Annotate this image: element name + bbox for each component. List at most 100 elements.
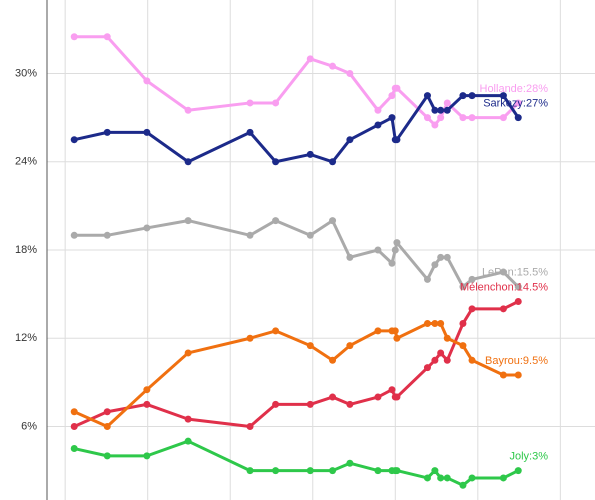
data-point: [437, 106, 445, 114]
data-point: [499, 114, 507, 122]
data-point: [184, 217, 192, 225]
data-point: [374, 393, 382, 401]
data-point: [459, 342, 467, 350]
series-line: [73, 94, 520, 164]
data-point: [514, 99, 522, 107]
y-tick-label: 24%: [15, 156, 37, 168]
data-point: [514, 283, 522, 291]
series-line: [74, 219, 520, 289]
data-point: [393, 84, 401, 92]
data-point: [103, 128, 111, 136]
data-point: [391, 246, 399, 254]
data-point: [514, 297, 522, 305]
y-tick-label: 18%: [15, 244, 37, 256]
data-point: [459, 92, 467, 100]
data-point: [246, 422, 254, 430]
data-point: [272, 467, 280, 475]
data-point: [431, 261, 439, 269]
data-point: [143, 128, 151, 136]
series-label: Joly:3%: [509, 450, 548, 462]
data-point: [431, 121, 439, 129]
series-label: Hollande:28%: [480, 83, 549, 95]
data-point: [499, 474, 507, 482]
data-point: [346, 459, 354, 467]
series-line: [74, 35, 520, 127]
data-point: [423, 114, 431, 122]
series-label: LePen:15.5%: [482, 267, 548, 279]
data-point: [459, 481, 467, 489]
data-point: [468, 275, 476, 283]
data-point: [393, 239, 401, 247]
data-point: [391, 327, 399, 335]
data-point: [329, 158, 337, 166]
data-point: [70, 408, 78, 416]
data-point: [143, 224, 151, 232]
data-point: [346, 253, 354, 261]
data-point: [272, 400, 280, 408]
data-point: [459, 320, 467, 328]
data-point: [388, 114, 396, 122]
data-point: [443, 356, 451, 364]
data-point: [246, 99, 254, 107]
data-point: [246, 467, 254, 475]
data-point: [103, 33, 111, 41]
data-point: [443, 334, 451, 342]
y-tick-label: 6%: [21, 420, 37, 432]
data-point: [103, 231, 111, 239]
data-point: [423, 474, 431, 482]
series-line: [73, 439, 519, 487]
data-point: [346, 70, 354, 78]
data-point: [423, 275, 431, 283]
data-point: [306, 467, 314, 475]
data-point: [431, 356, 439, 364]
data-point: [306, 55, 314, 63]
data-point: [388, 386, 396, 394]
data-point: [443, 253, 451, 261]
data-point: [443, 99, 451, 107]
data-point: [468, 474, 476, 482]
data-point: [329, 356, 337, 364]
data-point: [329, 217, 337, 225]
data-point: [346, 400, 354, 408]
data-point: [329, 62, 337, 70]
data-point: [103, 408, 111, 416]
data-point: [184, 106, 192, 114]
y-tick-label: 12%: [15, 332, 37, 344]
data-point: [437, 114, 445, 122]
data-point: [468, 305, 476, 313]
data-point: [70, 422, 78, 430]
data-point: [103, 422, 111, 430]
data-point: [443, 106, 451, 114]
data-point: [184, 349, 192, 357]
series-group: Hollande:28% Sarkozy:27% LePen:15.5% Mélenc…: [70, 33, 549, 489]
data-point: [437, 320, 445, 328]
data-point: [459, 114, 467, 122]
data-point: [103, 452, 111, 460]
data-point: [499, 92, 507, 100]
data-point: [468, 92, 476, 100]
data-point: [514, 114, 522, 122]
data-point: [393, 136, 401, 144]
data-point: [431, 106, 439, 114]
data-point: [329, 393, 337, 401]
data-point: [70, 445, 78, 453]
data-point: [70, 231, 78, 239]
data-point: [374, 106, 382, 114]
data-point: [374, 246, 382, 254]
data-point: [143, 386, 151, 394]
data-point: [431, 467, 439, 475]
data-point: [468, 114, 476, 122]
data-point: [306, 400, 314, 408]
data-point: [184, 415, 192, 423]
data-point: [514, 371, 522, 379]
data-point: [374, 327, 382, 335]
y-tick-label: 30%: [15, 67, 37, 79]
data-point: [431, 320, 439, 328]
data-point: [468, 356, 476, 364]
data-point: [272, 158, 280, 166]
data-point: [388, 259, 396, 267]
data-point: [443, 474, 451, 482]
data-point: [70, 136, 78, 144]
data-point: [246, 334, 254, 342]
